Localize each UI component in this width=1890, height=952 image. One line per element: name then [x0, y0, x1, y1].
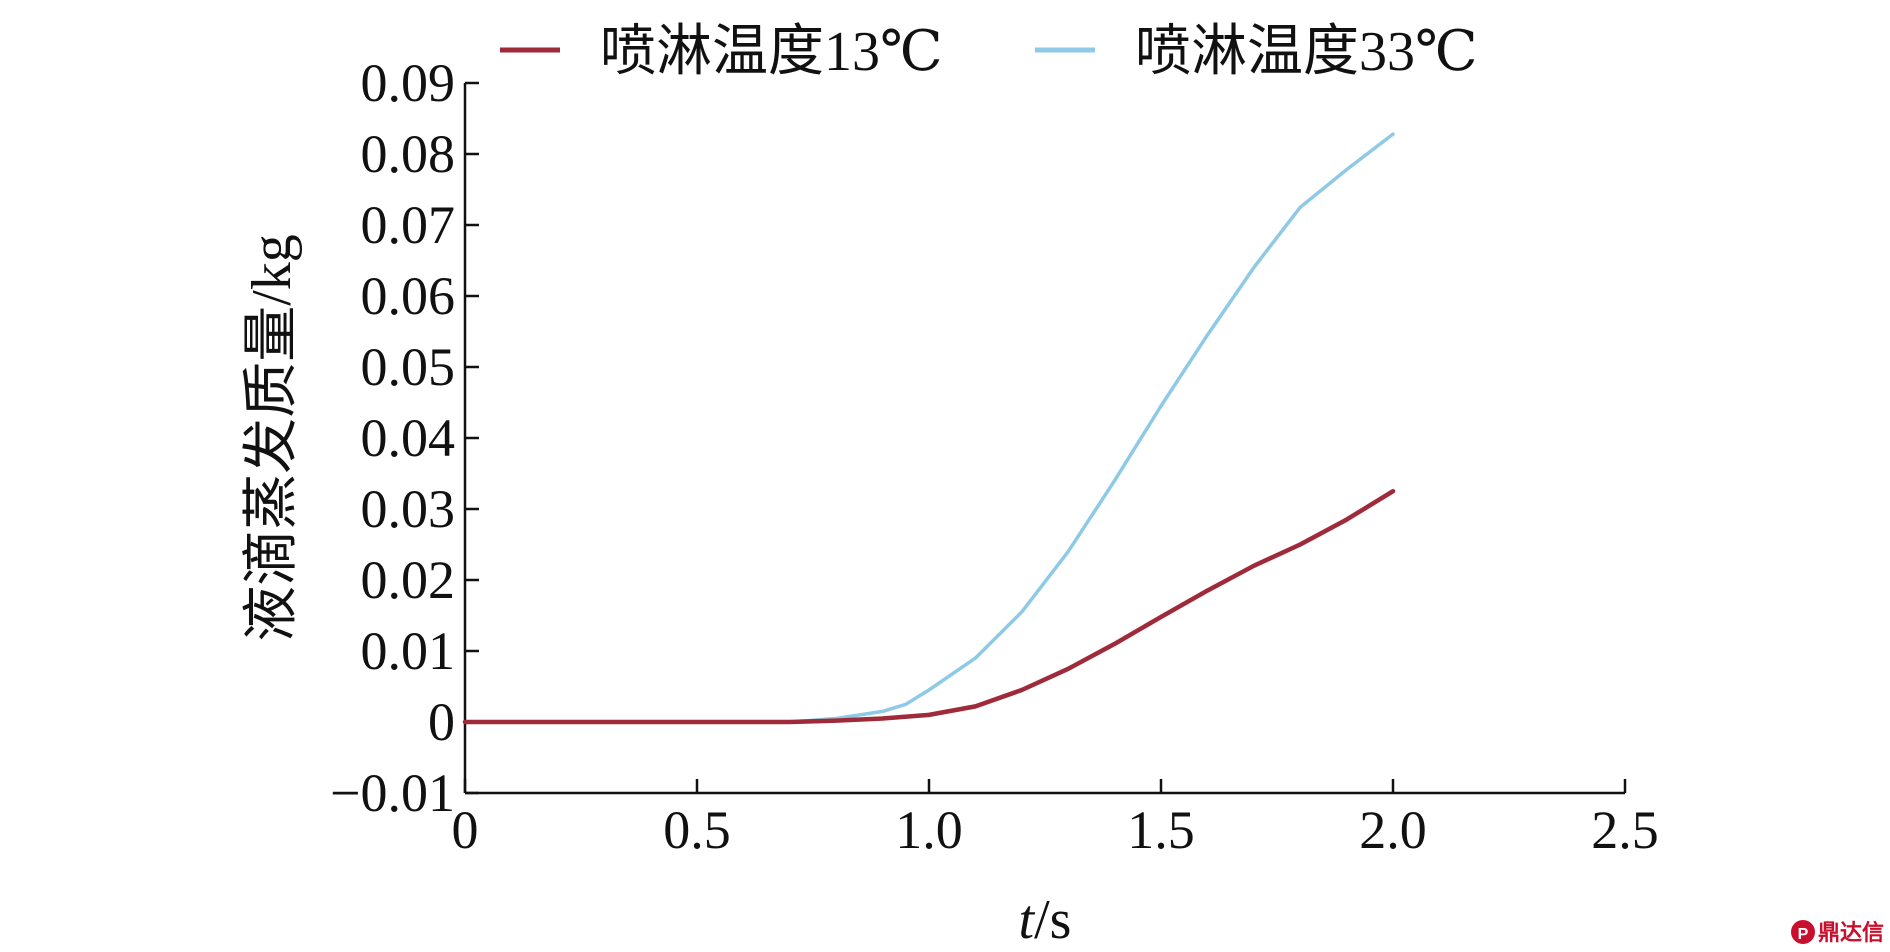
x-tick-label: 1.5: [1127, 800, 1195, 860]
x-tick-label: 2.5: [1591, 800, 1659, 860]
legend-label-1: 喷淋温度33℃: [1135, 21, 1478, 83]
y-tick-label: 0.07: [361, 195, 456, 255]
y-axis-title: 液滴蒸发质量/kg: [241, 234, 303, 642]
y-tick-label: 0.06: [361, 266, 456, 326]
x-tick-label: 1.0: [895, 800, 963, 860]
series-line-1: [463, 132, 1395, 724]
y-tick-label: 0: [428, 692, 455, 752]
y-tick-label: 0.08: [361, 124, 456, 184]
watermark-text: 鼎达信: [1818, 920, 1884, 945]
x-tick-label: 0.5: [663, 800, 731, 860]
legend: 喷淋温度13℃ 喷淋温度33℃: [500, 21, 1478, 83]
axes: [463, 83, 1625, 795]
watermark: P 鼎达信: [1791, 920, 1884, 945]
x-axis-title-unit: /s: [1034, 889, 1071, 951]
x-axis-title: t/s: [1019, 889, 1072, 951]
y-tick-label: 0.05: [361, 337, 456, 397]
x-axis-title-variable: t: [1019, 889, 1036, 951]
legend-label-0: 喷淋温度13℃: [600, 21, 943, 83]
y-tick-label: 0.01: [361, 621, 456, 681]
tick-marks: −0.0100.010.020.030.040.050.060.070.080.…: [330, 53, 1659, 860]
y-tick-label: 0.02: [361, 550, 456, 610]
y-tick-label: 0.03: [361, 479, 456, 539]
y-tick-label: 0.09: [361, 53, 456, 113]
seal-icon-glyph: P: [1798, 926, 1809, 943]
series-lines: [462, 132, 1396, 725]
y-tick-label: −0.01: [330, 763, 455, 823]
x-tick-label: 2.0: [1359, 800, 1427, 860]
x-tick-label: 0: [452, 800, 479, 860]
y-tick-label: 0.04: [361, 408, 456, 468]
seal-icon: [1791, 920, 1815, 944]
series-line-0: [462, 488, 1396, 725]
